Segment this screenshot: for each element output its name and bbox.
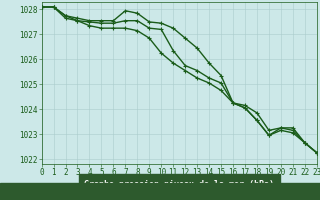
X-axis label: Graphe pression niveau de la mer (hPa): Graphe pression niveau de la mer (hPa) bbox=[84, 180, 274, 189]
